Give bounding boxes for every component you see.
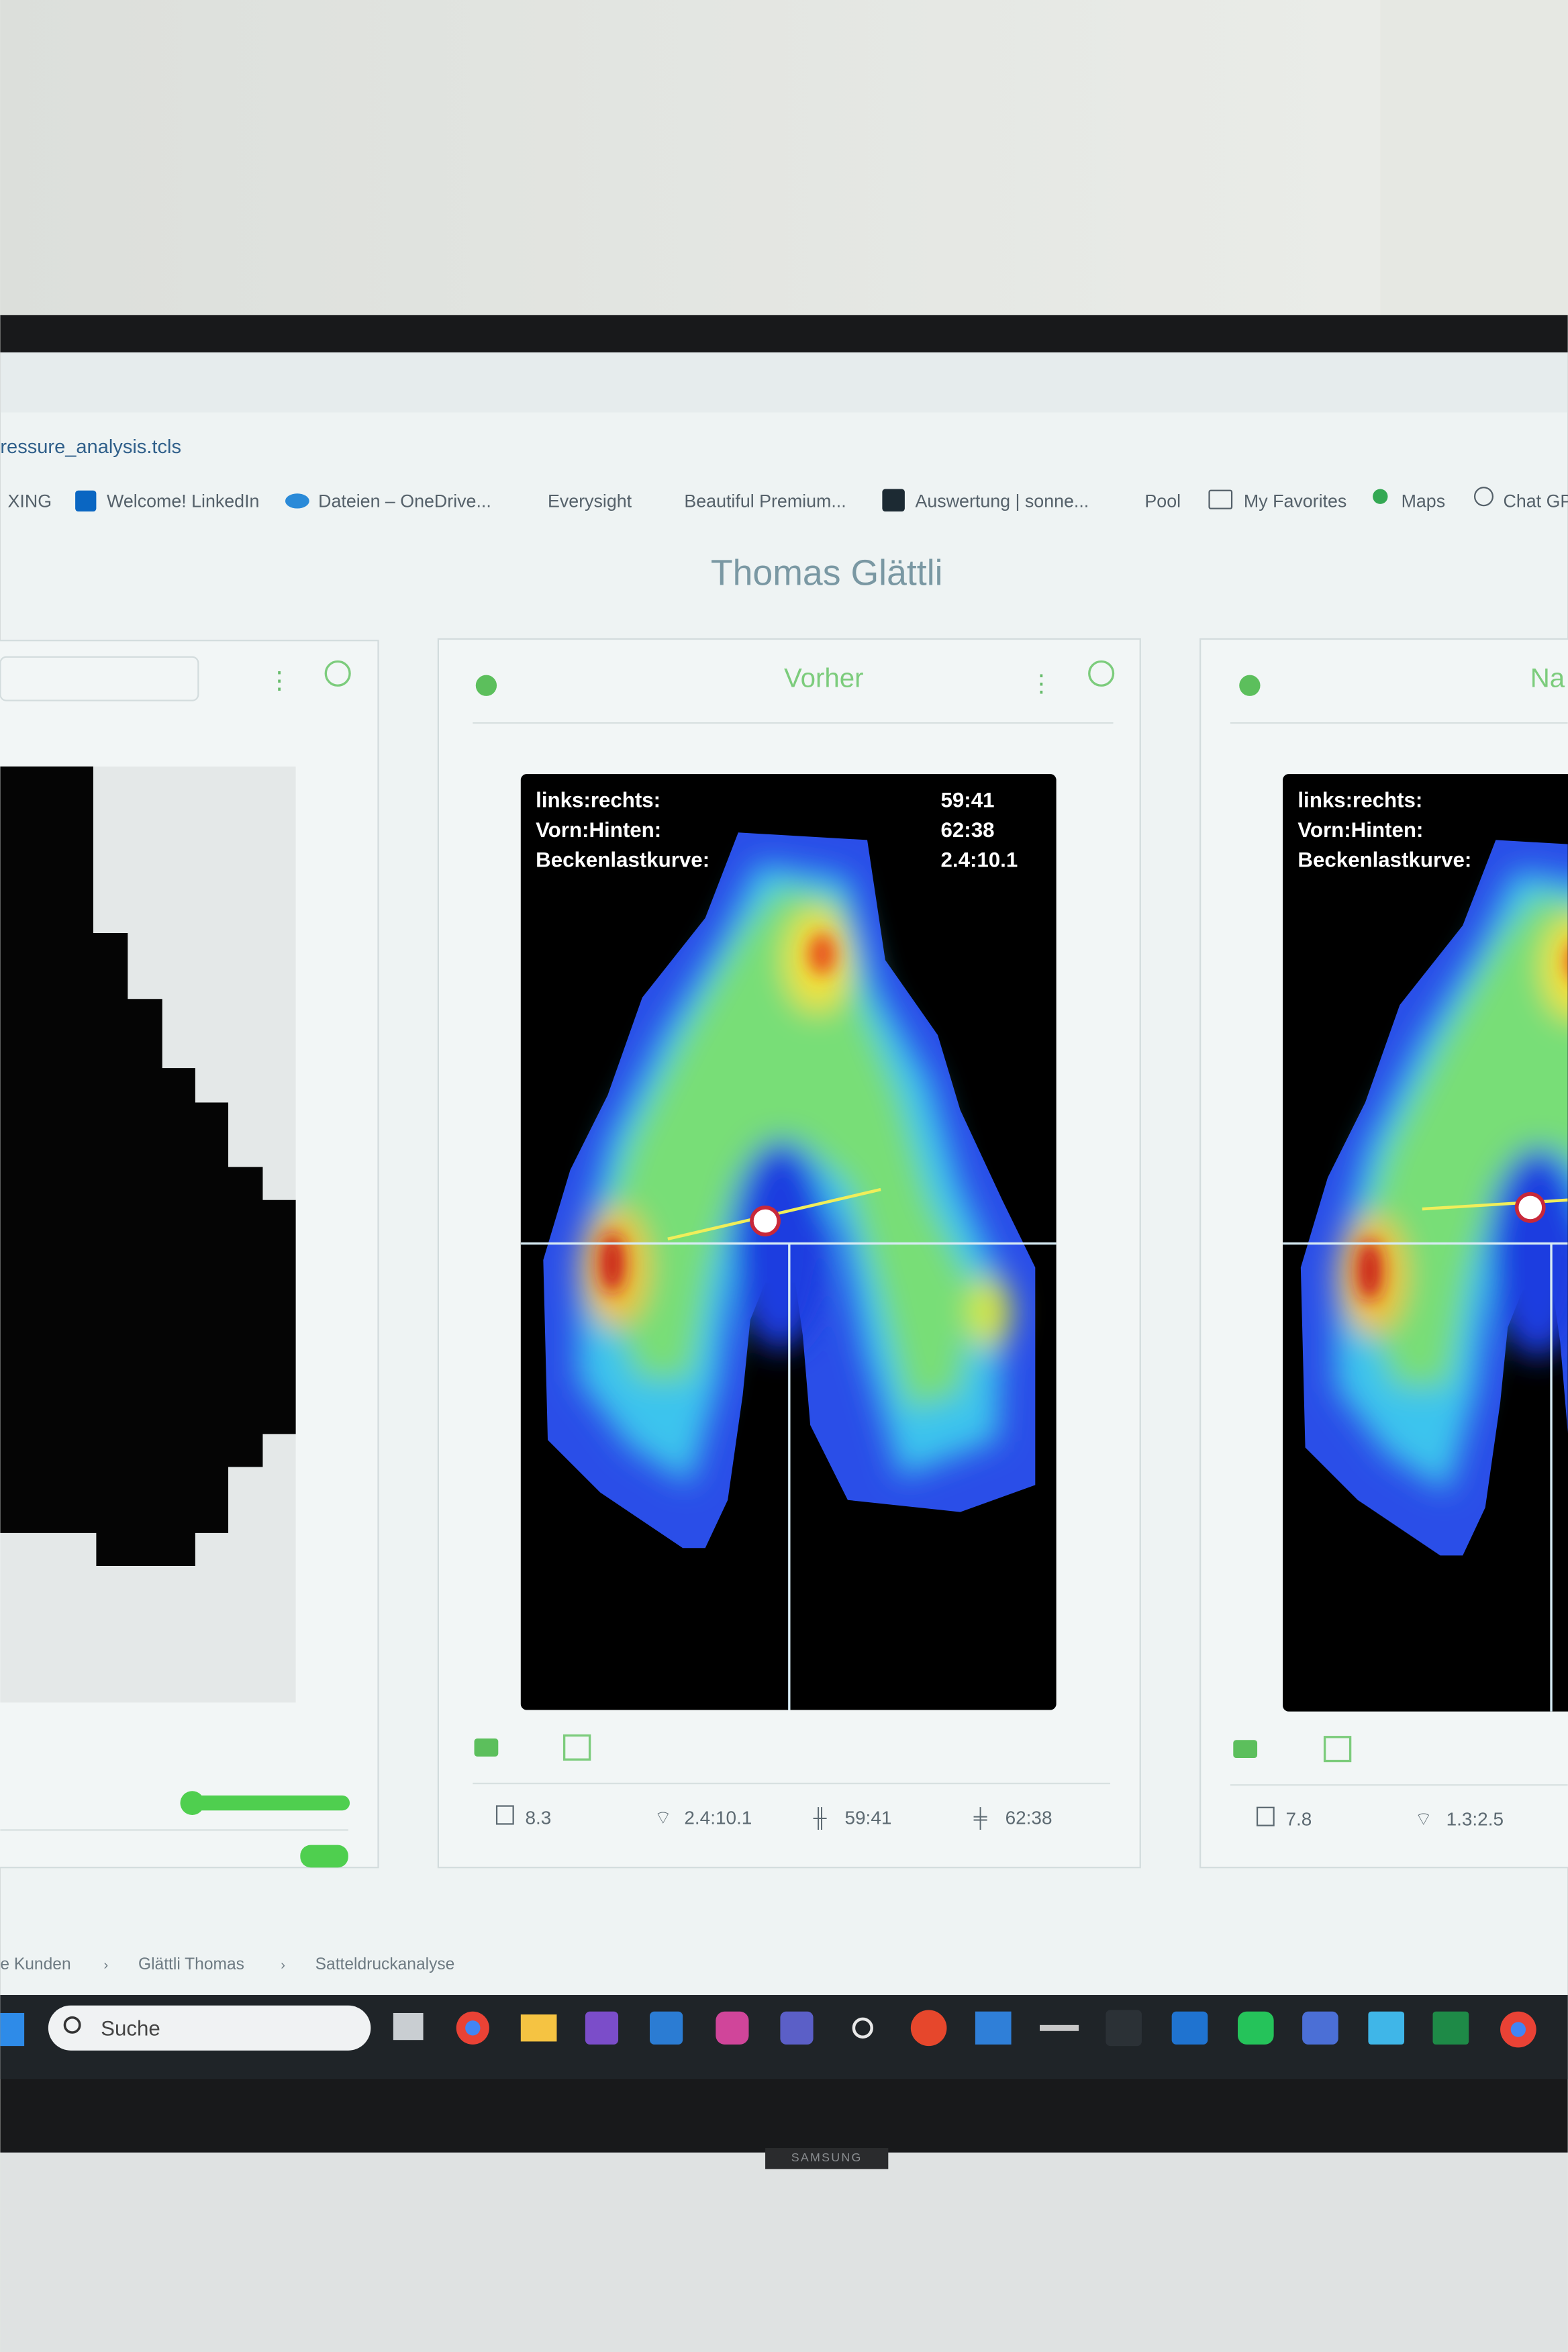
page-title: Thomas Glättli: [711, 553, 943, 593]
app-icon[interactable]: [716, 2011, 749, 2045]
bookmark[interactable]: Chat GP: [1504, 491, 1568, 511]
app-icon[interactable]: [520, 2014, 557, 2042]
breadcrumb[interactable]: e Kunden: [0, 1955, 70, 1973]
panel-title: Vorher: [784, 663, 864, 693]
breadcrumb[interactable]: Satteldruckanalyse: [315, 1955, 455, 1973]
separator: ›: [281, 1958, 285, 1973]
tab-bar: [0, 352, 1568, 413]
stat: 1.3:2.5: [1447, 1809, 1504, 1830]
stat: 59:41: [845, 1807, 892, 1828]
search-box[interactable]: [48, 2005, 371, 2051]
bookmark[interactable]: Dateien – OneDrive...: [318, 491, 491, 511]
toggle[interactable]: [300, 1845, 348, 1868]
stat: 2.4:10.1: [684, 1807, 752, 1828]
image-icon[interactable]: [1323, 1736, 1352, 1763]
camera-icon[interactable]: [1233, 1740, 1258, 1759]
search-icon: [63, 2016, 81, 2034]
overlay-value: 2.4:10.1: [941, 848, 1018, 872]
help[interactable]: [1088, 660, 1115, 687]
bookmarks: XING Welcome! LinkedIn Dateien – OneDriv…: [8, 487, 1568, 512]
overlay-label: Vorn:Hinten:: [1297, 818, 1423, 842]
stat-icon: ╪: [973, 1806, 987, 1830]
stat: 62:38: [1006, 1807, 1052, 1828]
bookmark[interactable]: Pool: [1144, 491, 1181, 511]
stat-icon: ⌔: [1415, 1809, 1432, 1830]
overlay-label: Beckenlastkurve:: [1297, 848, 1471, 872]
stand: [765, 2148, 889, 2169]
app-icon[interactable]: [852, 2017, 873, 2039]
menu[interactable]: ⋮: [1029, 670, 1053, 697]
app-icon[interactable]: [1106, 2010, 1142, 2047]
help[interactable]: [324, 660, 351, 687]
stat-icon: [1256, 1806, 1275, 1826]
slider-knob[interactable]: [180, 1791, 205, 1815]
icon: [285, 493, 309, 509]
bookmark[interactable]: Welcome! LinkedIn: [107, 491, 259, 511]
app-icon[interactable]: [1040, 2024, 1079, 2031]
app-icon[interactable]: [1368, 2011, 1405, 2045]
bookmark[interactable]: Everysight: [548, 491, 632, 511]
app-icon[interactable]: [975, 2011, 1012, 2045]
camera-icon[interactable]: [474, 1738, 499, 1757]
overlay-label: links:rechts:: [1297, 788, 1422, 812]
app-icon[interactable]: [393, 2012, 424, 2041]
app-icon[interactable]: [910, 2010, 947, 2047]
settings-icon[interactable]: [1239, 675, 1261, 696]
start-button[interactable]: [0, 2012, 25, 2047]
app-icon[interactable]: [1302, 2011, 1338, 2045]
slider[interactable]: [187, 1795, 350, 1811]
menu[interactable]: ⋮: [267, 667, 291, 694]
bookmark[interactable]: Maps: [1402, 491, 1446, 511]
breadcrumb[interactable]: Glättli Thomas: [138, 1955, 244, 1973]
bookmark[interactable]: Beautiful Premium...: [684, 491, 846, 511]
panel-title: Na: [1530, 663, 1565, 693]
overlay-value: 59:41: [941, 788, 995, 812]
image-icon[interactable]: [562, 1734, 591, 1761]
icon: [1208, 489, 1233, 509]
input[interactable]: [0, 656, 199, 701]
app-icon[interactable]: [649, 2011, 683, 2045]
wall: [0, 0, 1568, 323]
app-icon[interactable]: [1237, 2011, 1274, 2045]
overlay-label: links:rechts:: [536, 788, 660, 812]
wall: [0, 2145, 1568, 2352]
mask-shape: [0, 766, 296, 1567]
taskbar-icons: [393, 2010, 1536, 2048]
stat: 8.3: [526, 1807, 552, 1828]
overlay-label: Vorn:Hinten:: [536, 818, 661, 842]
app-icon[interactable]: [1432, 2011, 1469, 2045]
app-icon[interactable]: [585, 2011, 619, 2045]
overlay-value: 62:38: [941, 818, 995, 842]
icon: [1473, 487, 1494, 507]
url: ressure_analysis.tcls: [0, 436, 181, 458]
icon: [75, 490, 97, 512]
app-icon[interactable]: [780, 2011, 814, 2045]
stat-icon: ╫: [813, 1806, 827, 1830]
overlay-label: Beckenlastkurve:: [536, 848, 709, 872]
heatmap-image: [520, 832, 1057, 1710]
stat: 7.8: [1286, 1809, 1312, 1830]
bookmark[interactable]: Auswertung | sonne...: [916, 491, 1089, 511]
bookmark[interactable]: My Favorites: [1244, 491, 1346, 511]
stat-icon: ⌔: [654, 1807, 672, 1828]
wall-edge: [1380, 0, 1568, 323]
app-icon[interactable]: [1171, 2011, 1208, 2045]
search-text: Suche: [101, 2016, 160, 2040]
separator: ›: [104, 1958, 109, 1973]
brand: SAMSUNG: [791, 2151, 863, 2164]
icon: [1373, 489, 1388, 504]
heatmap-image: [1283, 840, 1568, 1712]
bookmark[interactable]: XING: [8, 491, 52, 511]
settings-icon[interactable]: [475, 675, 497, 696]
stat-icon: [495, 1805, 514, 1825]
icon: [882, 489, 905, 512]
